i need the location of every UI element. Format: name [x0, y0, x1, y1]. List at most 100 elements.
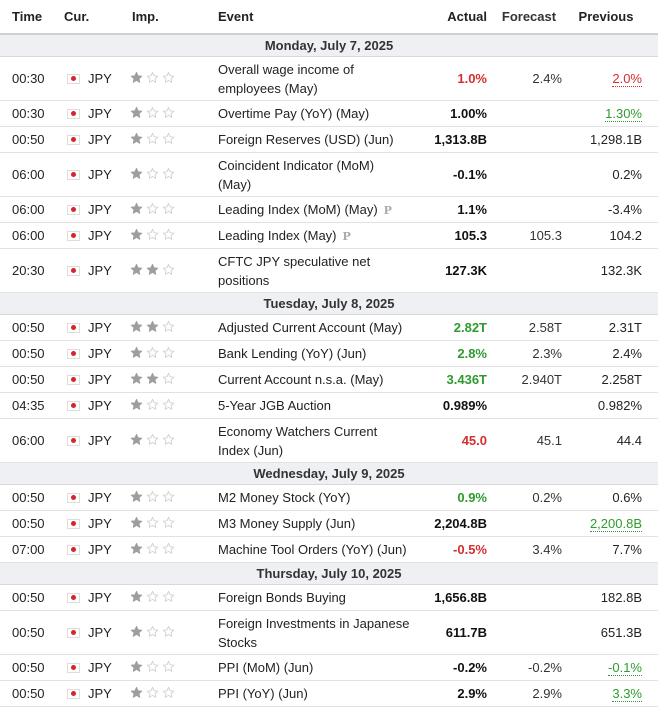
event-previous: 104.2: [609, 228, 642, 243]
event-name[interactable]: CFTC JPY speculative net positions: [218, 253, 371, 288]
event-previous: 2.31T: [608, 320, 642, 335]
event-row[interactable]: 20:30 JPY CFTC JPY speculative net positio…: [0, 248, 658, 293]
japan-flag-icon: [67, 348, 80, 359]
event-name[interactable]: PPI (MoM) (Jun): [218, 660, 314, 675]
event-row[interactable]: 00:50 JPY PPI (YoY) (Jun) 2.9% 2.9% 3.3%: [0, 680, 658, 707]
event-actual: 3.436T: [414, 366, 496, 393]
column-header-importance[interactable]: Imp.: [128, 0, 218, 35]
event-previous[interactable]: 3.3%: [612, 686, 642, 702]
column-header-forecast[interactable]: Forecast: [496, 0, 570, 35]
star-icon: [130, 132, 143, 145]
event-name-cell[interactable]: Leading Index (MoM) (May) P: [218, 196, 414, 223]
star-icon: [130, 263, 143, 276]
column-header-currency[interactable]: Cur.: [64, 0, 128, 35]
event-name-cell[interactable]: 5-Year JGB Auction: [218, 392, 414, 419]
event-name-cell[interactable]: Economy Watchers Current Index (Jun): [218, 418, 414, 463]
event-name-cell[interactable]: Foreign Investments in Japanese Stocks: [218, 610, 414, 655]
event-name-cell[interactable]: Overtime Pay (YoY) (May): [218, 100, 414, 127]
currency-code: JPY: [88, 590, 112, 605]
column-header-previous[interactable]: Previous: [570, 0, 658, 35]
event-previous-cell: 651.3B: [570, 610, 658, 655]
event-previous[interactable]: 2,200.8B: [589, 516, 642, 532]
event-currency-cell: JPY: [64, 196, 128, 223]
event-name[interactable]: Current Account n.s.a. (May): [218, 372, 384, 387]
event-name[interactable]: M3 Money Supply (Jun): [218, 516, 356, 531]
event-name-cell[interactable]: Current Account n.s.a. (May): [218, 366, 414, 393]
event-name-cell[interactable]: Leading Index (May) P: [218, 222, 414, 249]
event-name[interactable]: M2 Money Stock (YoY): [218, 490, 351, 505]
event-previous-cell: 0.2%: [570, 152, 658, 197]
column-header-event[interactable]: Event: [218, 0, 414, 35]
event-name[interactable]: Leading Index (MoM) (May): [218, 201, 378, 217]
event-name-cell[interactable]: Foreign Reserves (USD) (Jun): [218, 126, 414, 153]
event-row[interactable]: 00:50 JPY PPI (MoM) (Jun) -0.2% -0.2% -0.1%: [0, 654, 658, 681]
event-name-cell[interactable]: Adjusted Current Account (May): [218, 314, 414, 341]
column-header-time[interactable]: Time: [0, 0, 64, 35]
event-name[interactable]: Adjusted Current Account (May): [218, 320, 403, 335]
event-currency-cell: JPY: [64, 654, 128, 681]
event-name[interactable]: Bank Lending (YoY) (Jun): [218, 346, 367, 361]
star-icon: [146, 542, 159, 555]
event-previous-cell: 2.31T: [570, 314, 658, 341]
event-name-cell[interactable]: Foreign Bonds Buying: [218, 584, 414, 611]
event-row[interactable]: 04:35 JPY 5-Year JGB Auction 0.989% 0.982%: [0, 392, 658, 419]
event-forecast: [496, 392, 570, 419]
event-name[interactable]: Foreign Bonds Buying: [218, 590, 346, 605]
event-name-cell[interactable]: PPI (YoY) (Jun): [218, 680, 414, 707]
event-currency-cell: JPY: [64, 56, 128, 101]
event-row[interactable]: 07:00 JPY Machine Tool Orders (YoY) (Jun) -…: [0, 536, 658, 563]
event-previous-cell: 0.982%: [570, 392, 658, 419]
event-forecast: [496, 196, 570, 223]
event-previous[interactable]: -0.1%: [608, 660, 642, 676]
event-name-cell[interactable]: Machine Tool Orders (YoY) (Jun): [218, 536, 414, 563]
event-name-cell[interactable]: M2 Money Stock (YoY): [218, 484, 414, 511]
event-name-cell[interactable]: Coincident Indicator (MoM) (May): [218, 152, 414, 197]
event-name[interactable]: Foreign Reserves (USD) (Jun): [218, 132, 394, 147]
star-icon: [146, 625, 159, 638]
event-name[interactable]: PPI (YoY) (Jun): [218, 686, 308, 701]
event-name[interactable]: 5-Year JGB Auction: [218, 398, 331, 413]
event-name[interactable]: Machine Tool Orders (YoY) (Jun): [218, 542, 407, 557]
importance-stars: [128, 202, 175, 215]
event-actual: 0.989%: [414, 392, 496, 419]
event-row[interactable]: 00:30 JPY Overtime Pay (YoY) (May) 1.00% 1.3…: [0, 100, 658, 127]
event-row[interactable]: 00:30 JPY Overall wage income of employees…: [0, 56, 658, 101]
star-icon: [130, 372, 143, 385]
event-name-cell[interactable]: Overall wage income of employees (May): [218, 56, 414, 101]
event-row[interactable]: 00:50 JPY Foreign Bonds Buying 1,656.8B 182.…: [0, 584, 658, 611]
day-header-row: Tuesday, July 8, 2025: [0, 292, 658, 315]
importance-cell: [128, 314, 218, 341]
event-name-cell[interactable]: Bank Lending (YoY) (Jun): [218, 340, 414, 367]
event-previous[interactable]: 1.30%: [605, 106, 642, 122]
event-row[interactable]: 00:50 JPY M3 Money Supply (Jun) 2,204.8B 2,2…: [0, 510, 658, 537]
event-name[interactable]: Overtime Pay (YoY) (May): [218, 106, 370, 121]
event-row[interactable]: 06:00 JPY Leading Index (MoM) (May) P 1.1% -3…: [0, 196, 658, 223]
event-currency-cell: JPY: [64, 248, 128, 293]
event-name[interactable]: Foreign Investments in Japanese Stocks: [218, 615, 410, 650]
event-name-cell[interactable]: PPI (MoM) (Jun): [218, 654, 414, 681]
event-row[interactable]: 00:50 JPY Bank Lending (YoY) (Jun) 2.8% 2.3%…: [0, 340, 658, 367]
event-name-cell[interactable]: M3 Money Supply (Jun): [218, 510, 414, 537]
event-row[interactable]: 06:00 JPY Coincident Indicator (MoM) (May)…: [0, 152, 658, 197]
event-row[interactable]: 00:50 JPY Adjusted Current Account (May) 2.…: [0, 314, 658, 341]
importance-stars: [128, 167, 175, 180]
event-row[interactable]: 06:00 JPY Economy Watchers Current Index (…: [0, 418, 658, 463]
event-name[interactable]: Leading Index (May): [218, 227, 337, 243]
japan-flag-icon: [67, 627, 80, 638]
event-name[interactable]: Overall wage income of employees (May): [218, 61, 354, 96]
importance-stars: [128, 228, 175, 241]
column-header-actual[interactable]: Actual: [414, 0, 496, 35]
event-row[interactable]: 00:50 JPY M2 Money Stock (YoY) 0.9% 0.2% 0.6%: [0, 484, 658, 511]
star-icon: [130, 686, 143, 699]
event-actual: 611.7B: [414, 610, 496, 655]
event-name[interactable]: Coincident Indicator (MoM) (May): [218, 157, 375, 192]
star-icon: [130, 590, 143, 603]
event-time: 20:30: [0, 248, 64, 293]
event-row[interactable]: 00:50 JPY Current Account n.s.a. (May) 3.43…: [0, 366, 658, 393]
event-row[interactable]: 00:50 JPY Foreign Reserves (USD) (Jun) 1,31…: [0, 126, 658, 153]
event-previous[interactable]: 2.0%: [612, 71, 642, 87]
event-name-cell[interactable]: CFTC JPY speculative net positions: [218, 248, 414, 293]
event-name[interactable]: Economy Watchers Current Index (Jun): [218, 423, 378, 458]
event-row[interactable]: 00:50 JPY Foreign Investments in Japanese …: [0, 610, 658, 655]
event-row[interactable]: 06:00 JPY Leading Index (May) P 105.3 105.3 10…: [0, 222, 658, 249]
